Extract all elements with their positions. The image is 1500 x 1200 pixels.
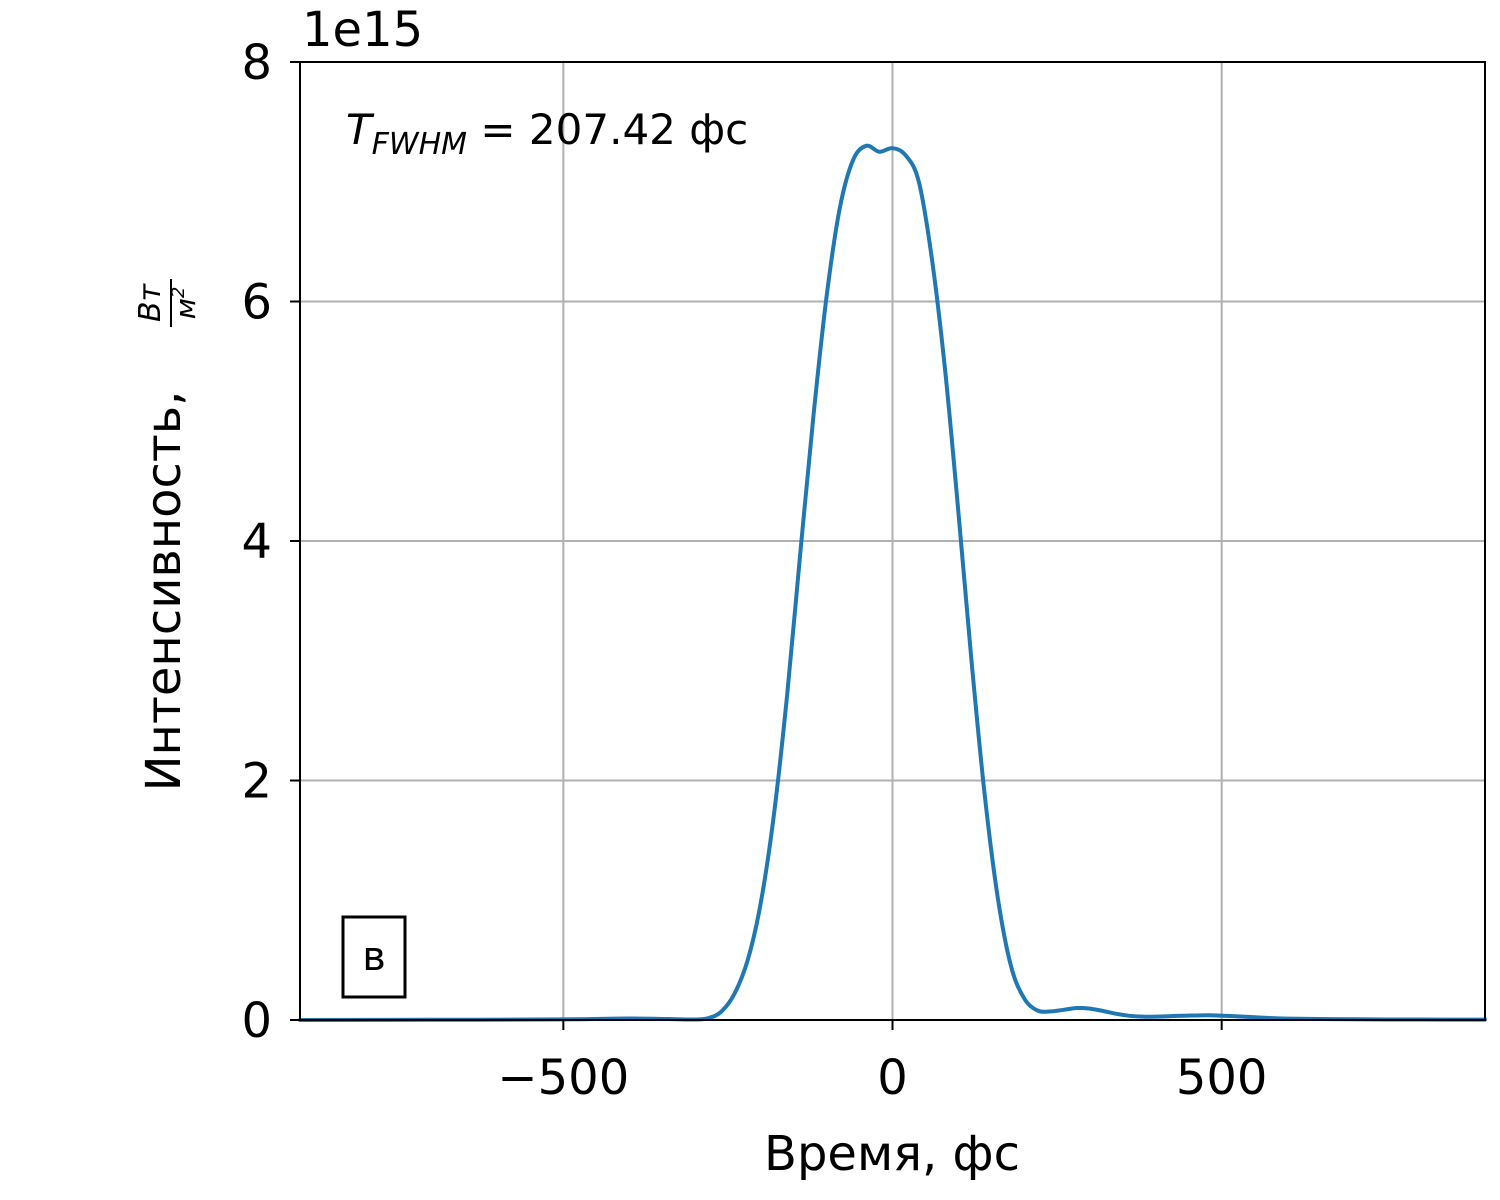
fwhm-subscript: FWHM <box>372 127 467 162</box>
svg-text:Интенсивность,: Интенсивность, <box>136 391 192 792</box>
x-tick-label: 0 <box>877 1050 908 1106</box>
y-tick-label: 4 <box>241 514 272 570</box>
x-axis-title: Время, фс <box>764 1126 1020 1182</box>
axis-ticks: −500 0 500 0 2 4 6 8 <box>241 35 1267 1106</box>
panel-label: в <box>362 934 386 980</box>
series-line-intensity <box>298 143 1487 1022</box>
fwhm-symbol: T <box>346 105 375 154</box>
fwhm-annotation: TFWHM = 207.42 фс <box>346 105 748 162</box>
y-tick-label: 0 <box>241 993 272 1049</box>
y-axis-unit-numerator: Вт <box>133 282 168 322</box>
y-tick-label: 2 <box>241 754 272 810</box>
x-tick-label: −500 <box>497 1050 629 1106</box>
y-axis-unit-denominator: м <box>169 298 202 319</box>
y-axis-unit-exponent: 2 <box>168 287 189 298</box>
y-tick-label: 8 <box>241 35 272 91</box>
y-tick-label: 6 <box>241 275 272 331</box>
y-offset-label: 1e15 <box>302 2 423 58</box>
panel-label-box <box>341 915 407 999</box>
fwhm-value: = 207.42 фс <box>467 105 748 154</box>
y-axis-title: Интенсивность, Вт м2 <box>133 279 202 791</box>
x-tick-label: 500 <box>1176 1050 1268 1106</box>
y-axis-title-text: Интенсивность, <box>136 391 192 792</box>
grid <box>300 62 1485 1020</box>
svg-text:м2: м2 <box>168 287 202 320</box>
